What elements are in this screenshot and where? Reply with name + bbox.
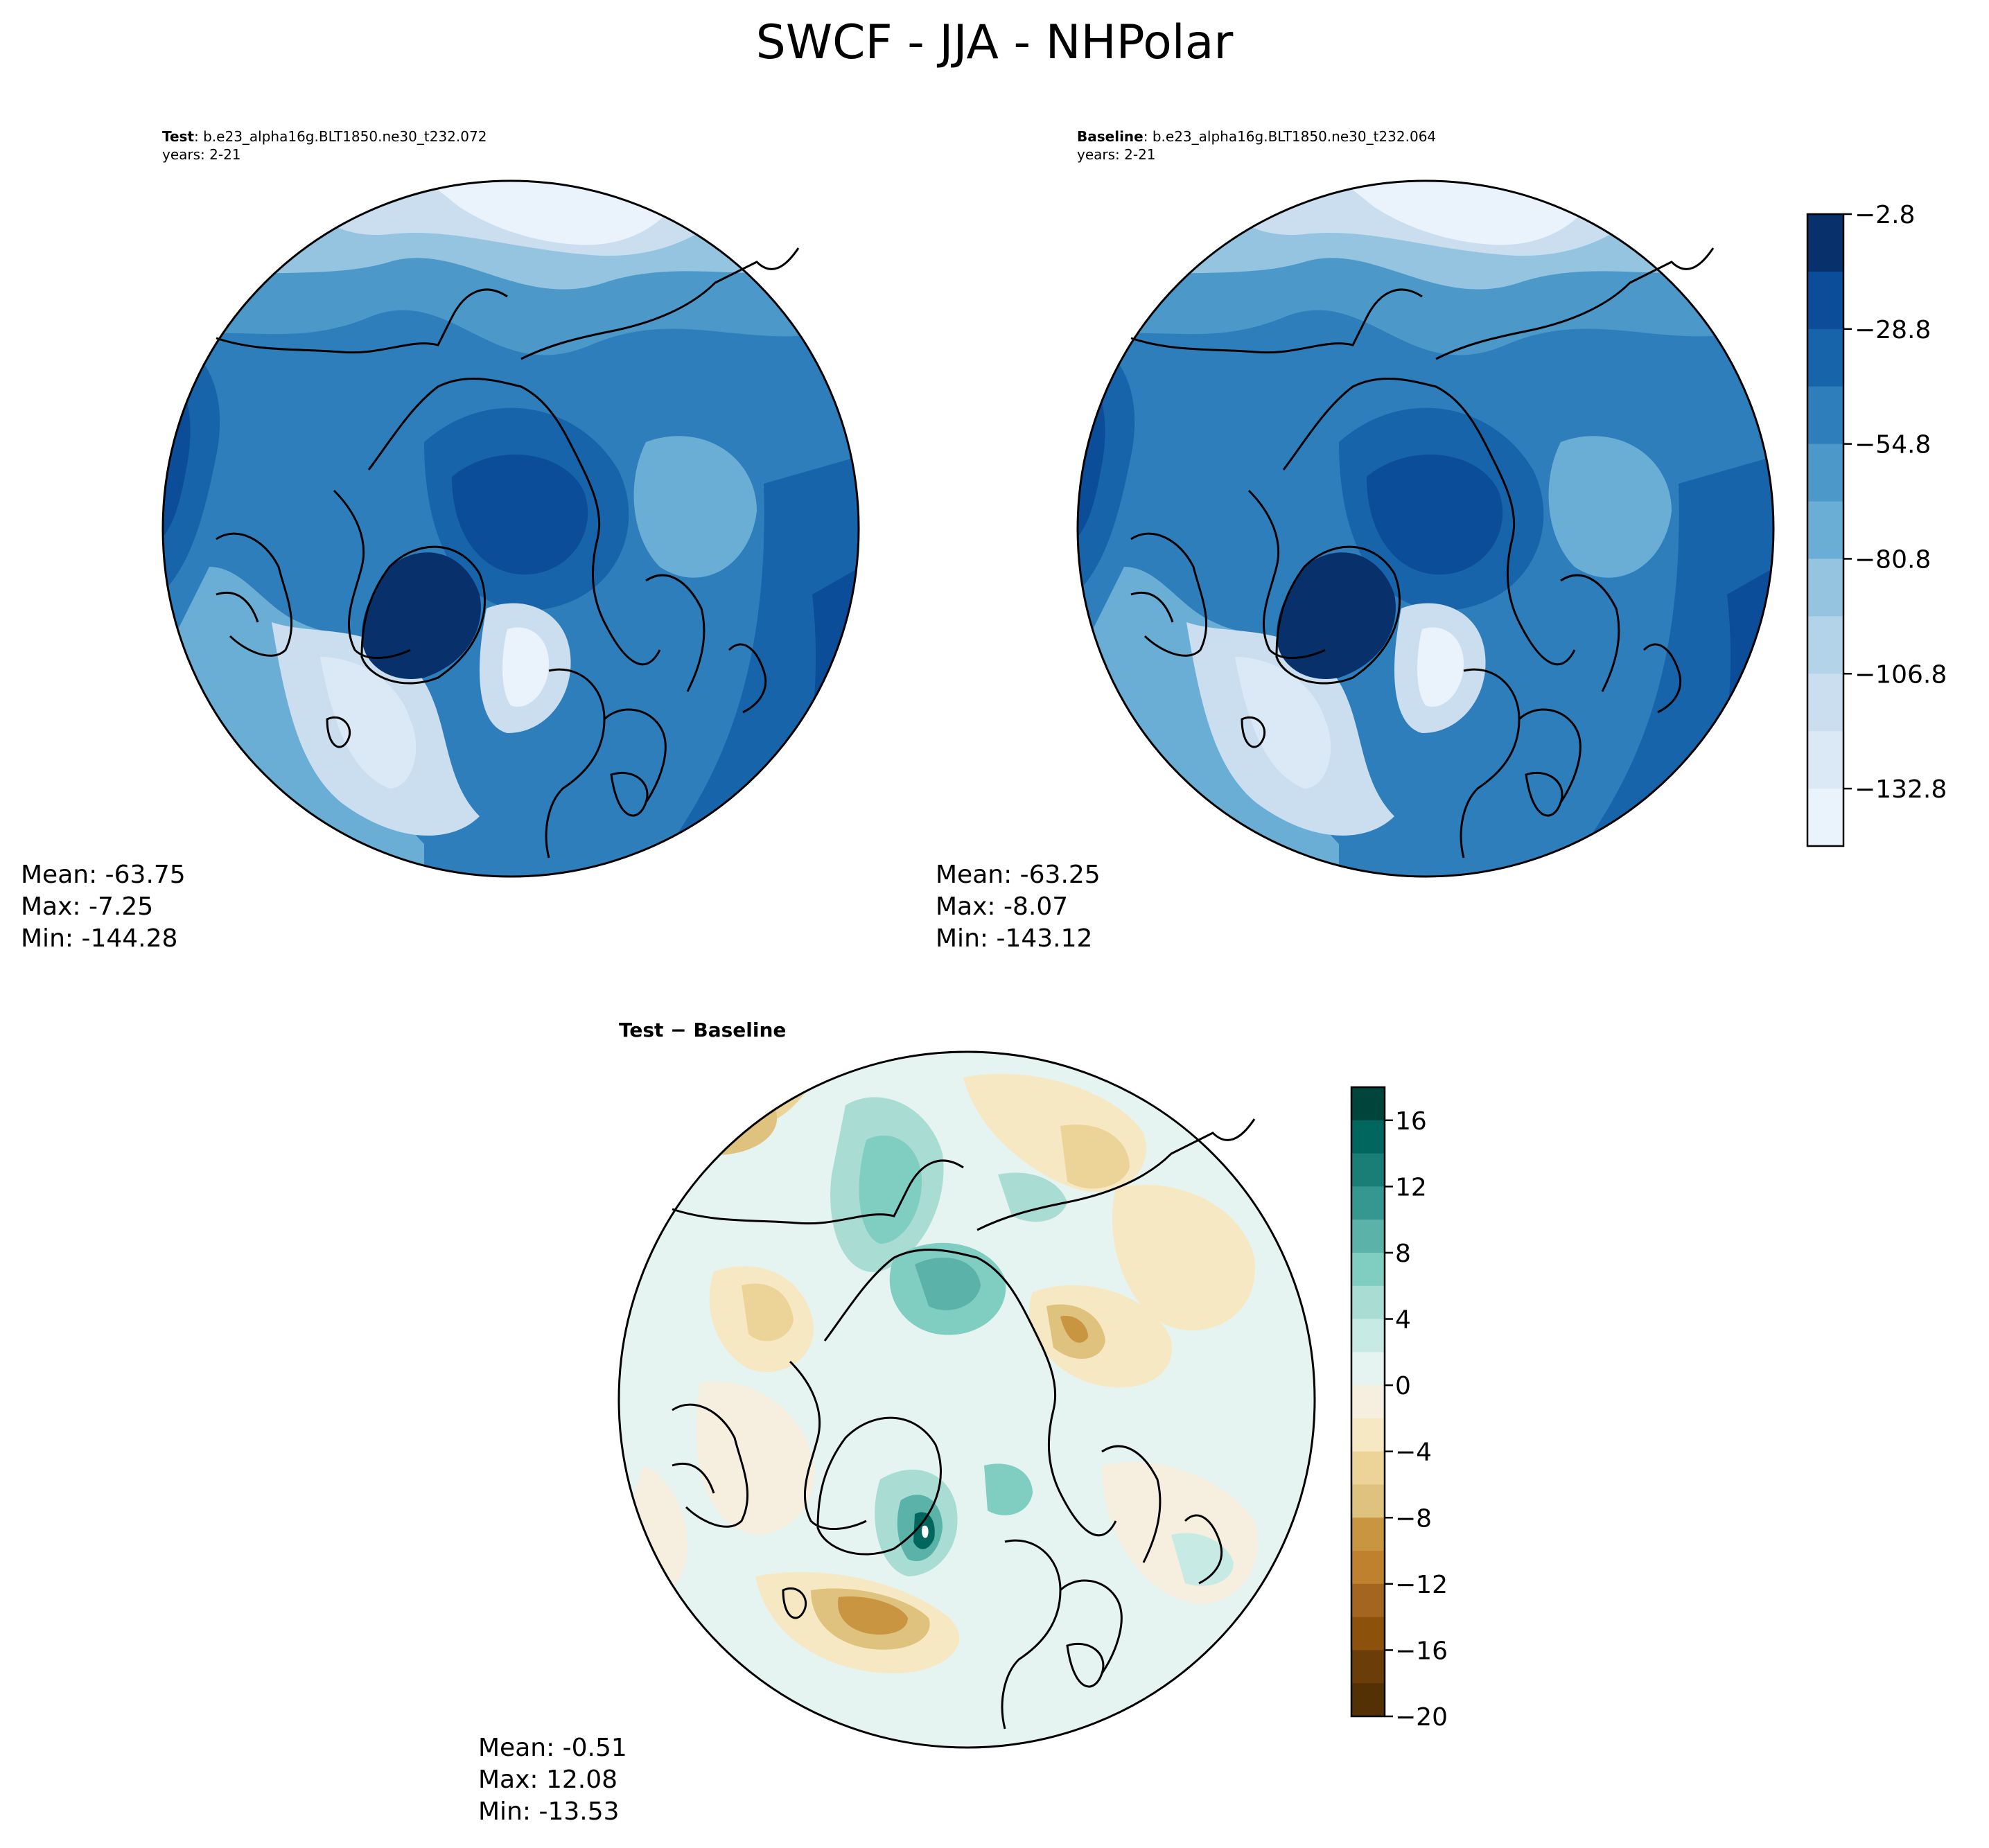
test-coastlines (216, 247, 800, 859)
colorbar-tick-label: 4 (1395, 1306, 1411, 1335)
colorbar-tick-label: 16 (1395, 1107, 1427, 1136)
main-colorbar: −2.8 −28.8 −54.8 −80.8 −106.8 −132.8 (1806, 201, 1947, 847)
colorbar-band (1807, 616, 1843, 674)
test-map-boundary (161, 179, 860, 878)
colorbar-band (1807, 731, 1843, 789)
colorbar-tick-label: −80.8 (1855, 545, 1931, 574)
colorbar-band (1351, 1252, 1385, 1287)
colorbar-band (1351, 1120, 1385, 1154)
colorbar-band (1351, 1352, 1385, 1386)
baseline-subtitle: Baseline: b.e23_alpha16g.BLT1850.ne30_t2… (1077, 127, 1436, 164)
baseline-map-boundary (1076, 179, 1775, 878)
colorbar-band (1807, 789, 1843, 847)
colorbar-band (1351, 1683, 1385, 1717)
test-years: years: 2-21 (162, 146, 241, 163)
colorbar-band (1807, 271, 1843, 330)
colorbar-tick-label: 12 (1395, 1173, 1427, 1202)
test-subtitle: Test: b.e23_alpha16g.BLT1850.ne30_t232.0… (162, 127, 487, 164)
baseline-min: Min: -143.12 (936, 924, 1093, 953)
main-colorbar-frame (1806, 213, 1845, 847)
main-colorbar-bands (1807, 214, 1843, 847)
diff-map (617, 1050, 1316, 1749)
baseline-mean: Mean: -63.25 (936, 861, 1101, 889)
colorbar-band (1351, 1087, 1385, 1121)
colorbar-band (1351, 1583, 1385, 1618)
diff-colorbar-bands (1351, 1087, 1385, 1717)
baseline-contour-field (1078, 181, 1773, 877)
baseline-label-bold: Baseline (1077, 128, 1144, 145)
test-mean: Mean: -63.75 (21, 861, 186, 889)
colorbar-band (1351, 1517, 1385, 1551)
diff-stats: Mean: -0.51 Max: 12.08 Min: -13.53 (478, 1732, 627, 1828)
diff-max: Max: 12.08 (478, 1766, 618, 1794)
colorbar-band (1807, 674, 1843, 732)
baseline-map (1076, 179, 1775, 878)
colorbar-band (1351, 1650, 1385, 1684)
test-contour-field (163, 181, 859, 877)
colorbar-tick-label: −4 (1395, 1438, 1432, 1467)
colorbar-tick-label: −20 (1395, 1703, 1448, 1732)
test-label-bold: Test (162, 128, 195, 145)
colorbar-tick-label: −8 (1395, 1504, 1432, 1533)
colorbar-band (1351, 1484, 1385, 1518)
diff-title: Test − Baseline (619, 1019, 787, 1041)
baseline-years: years: 2-21 (1077, 146, 1156, 163)
colorbar-band (1351, 1319, 1385, 1353)
colorbar-tick-label: 8 (1395, 1240, 1411, 1268)
colorbar-band (1351, 1551, 1385, 1585)
baseline-max: Max: -8.07 (936, 892, 1069, 921)
baseline-stats: Mean: -63.25 Max: -8.07 Min: -143.12 (936, 859, 1101, 955)
baseline-coastlines (1130, 247, 1715, 859)
diff-colorbar-frame (1350, 1086, 1386, 1718)
test-label-case: : b.e23_alpha16g.BLT1850.ne30_t232.072 (194, 128, 487, 145)
colorbar-band (1351, 1220, 1385, 1253)
colorbar-tick-label: 0 (1395, 1372, 1411, 1400)
colorbar-band (1351, 1385, 1385, 1419)
main-colorbar-ticks: −2.8 −28.8 −54.8 −80.8 −106.8 −132.8 (1843, 201, 1947, 804)
test-stats: Mean: -63.75 Max: -7.25 Min: -144.28 (21, 859, 186, 955)
diff-colorbar: 16 12 8 4 0 −4 −8 −12 −16 −20 (1350, 1086, 1448, 1732)
colorbar-tick-label: −28.8 (1855, 316, 1931, 344)
diff-mean: Mean: -0.51 (478, 1734, 627, 1762)
test-max: Max: -7.25 (21, 892, 154, 921)
colorbar-band (1807, 386, 1843, 445)
colorbar-band (1807, 558, 1843, 617)
colorbar-band (1351, 1153, 1385, 1187)
diff-contour-field (619, 1052, 1315, 1748)
figure-title: SWCF - JJA - NHPolar (755, 15, 1234, 70)
colorbar-tick-label: −12 (1395, 1571, 1448, 1599)
colorbar-band (1807, 501, 1843, 559)
diff-coastlines (672, 1118, 1256, 1730)
colorbar-band (1807, 328, 1843, 387)
diff-min: Min: -13.53 (478, 1797, 620, 1826)
colorbar-tick-label: −54.8 (1855, 431, 1931, 459)
colorbar-tick-label: −2.8 (1855, 201, 1915, 229)
colorbar-band (1807, 214, 1843, 272)
colorbar-band (1351, 1617, 1385, 1651)
colorbar-band (1807, 443, 1843, 502)
baseline-label-case: : b.e23_alpha16g.BLT1850.ne30_t232.064 (1143, 128, 1437, 145)
diff-map-boundary (617, 1050, 1316, 1749)
test-min: Min: -144.28 (21, 924, 178, 953)
colorbar-band (1351, 1285, 1385, 1320)
colorbar-tick-label: −16 (1395, 1637, 1448, 1665)
colorbar-tick-label: −132.8 (1855, 775, 1947, 804)
colorbar-band (1351, 1186, 1385, 1220)
colorbar-tick-label: −106.8 (1855, 660, 1947, 689)
colorbar-band (1351, 1451, 1385, 1485)
colorbar-band (1351, 1418, 1385, 1452)
test-map (161, 179, 860, 878)
diff-colorbar-ticks: 16 12 8 4 0 −4 −8 −12 −16 −20 (1385, 1107, 1448, 1732)
